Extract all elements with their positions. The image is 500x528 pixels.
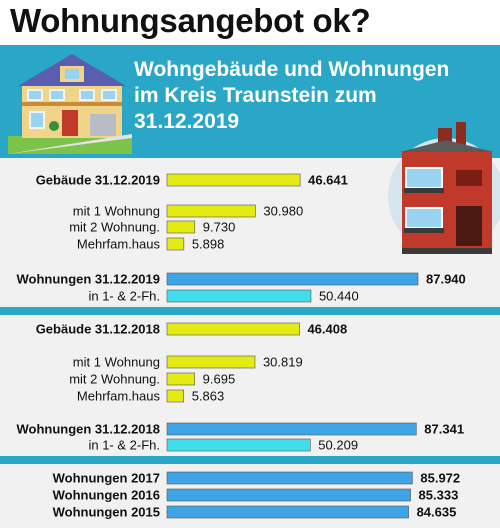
panel-separator-1 bbox=[0, 307, 500, 315]
bar-10 bbox=[166, 389, 185, 403]
bar-6 bbox=[166, 289, 312, 303]
bar-1 bbox=[166, 173, 301, 187]
value-label-13: 85.972 bbox=[420, 471, 460, 486]
value-label-2: 30.980 bbox=[263, 204, 303, 219]
value-label-9: 9.695 bbox=[203, 372, 236, 387]
bar-11 bbox=[166, 422, 417, 436]
value-label-10: 5.863 bbox=[192, 389, 225, 404]
subtitle-line-1: Wohngebäude und Wohnungen bbox=[134, 58, 450, 81]
category-label-13: Wohnungen 2017 bbox=[53, 471, 160, 486]
value-label-15: 84.635 bbox=[417, 505, 457, 520]
category-label-5: Wohnungen 31.12.2019 bbox=[16, 272, 160, 287]
category-label-1: Gebäude 31.12.2019 bbox=[36, 173, 160, 188]
category-label-10: Mehrfam.haus bbox=[77, 389, 161, 404]
category-label-2: mit 1 Wohnung bbox=[73, 204, 160, 219]
value-label-8: 30.819 bbox=[263, 355, 303, 370]
bar-15 bbox=[166, 505, 409, 519]
category-label-14: Wohnungen 2016 bbox=[53, 488, 160, 503]
value-label-11: 87.341 bbox=[424, 422, 464, 437]
category-label-12: in 1- & 2-Fh. bbox=[88, 438, 160, 453]
chart-subtitle: Wohngebäude und Wohnungen im Kreis Traun… bbox=[134, 57, 494, 135]
house-illustration bbox=[8, 54, 132, 154]
value-label-1: 46.641 bbox=[308, 173, 348, 188]
value-label-14: 85.333 bbox=[419, 488, 459, 503]
category-label-3: mit 2 Wohnung. bbox=[69, 220, 160, 235]
category-label-11: Wohnungen 31.12.2018 bbox=[16, 422, 160, 437]
category-label-15: Wohnungen 2015 bbox=[53, 505, 160, 520]
bar-12 bbox=[166, 438, 311, 452]
category-label-7: Gebäude 31.12.2018 bbox=[36, 322, 160, 337]
bar-9 bbox=[166, 372, 195, 386]
category-label-8: mit 1 Wohnung bbox=[73, 355, 160, 370]
panel-separator-2 bbox=[0, 456, 500, 464]
page-title: Wohnungsangebot ok? bbox=[10, 2, 371, 39]
subtitle-line-2: im Kreis Traunstein zum bbox=[134, 84, 377, 107]
category-label-4: Mehrfam.haus bbox=[77, 237, 161, 252]
value-label-4: 5.898 bbox=[192, 237, 225, 252]
value-label-5: 87.940 bbox=[426, 272, 466, 287]
bar-2 bbox=[166, 204, 256, 218]
bar-7 bbox=[166, 322, 300, 336]
bar-4 bbox=[166, 237, 185, 251]
bar-3 bbox=[166, 220, 196, 234]
apartment-building-illustration bbox=[388, 122, 500, 254]
bar-5 bbox=[166, 272, 419, 286]
category-label-6: in 1- & 2-Fh. bbox=[88, 289, 160, 304]
value-label-3: 9.730 bbox=[203, 220, 236, 235]
bar-14 bbox=[166, 488, 411, 502]
bar-8 bbox=[166, 355, 256, 369]
subtitle-line-3: 31.12.2019 bbox=[134, 110, 240, 133]
value-label-6: 50.440 bbox=[319, 289, 359, 304]
category-label-9: mit 2 Wohnung. bbox=[69, 372, 160, 387]
value-label-7: 46.408 bbox=[307, 322, 347, 337]
value-label-12: 50.209 bbox=[318, 438, 358, 453]
bar-13 bbox=[166, 471, 413, 485]
